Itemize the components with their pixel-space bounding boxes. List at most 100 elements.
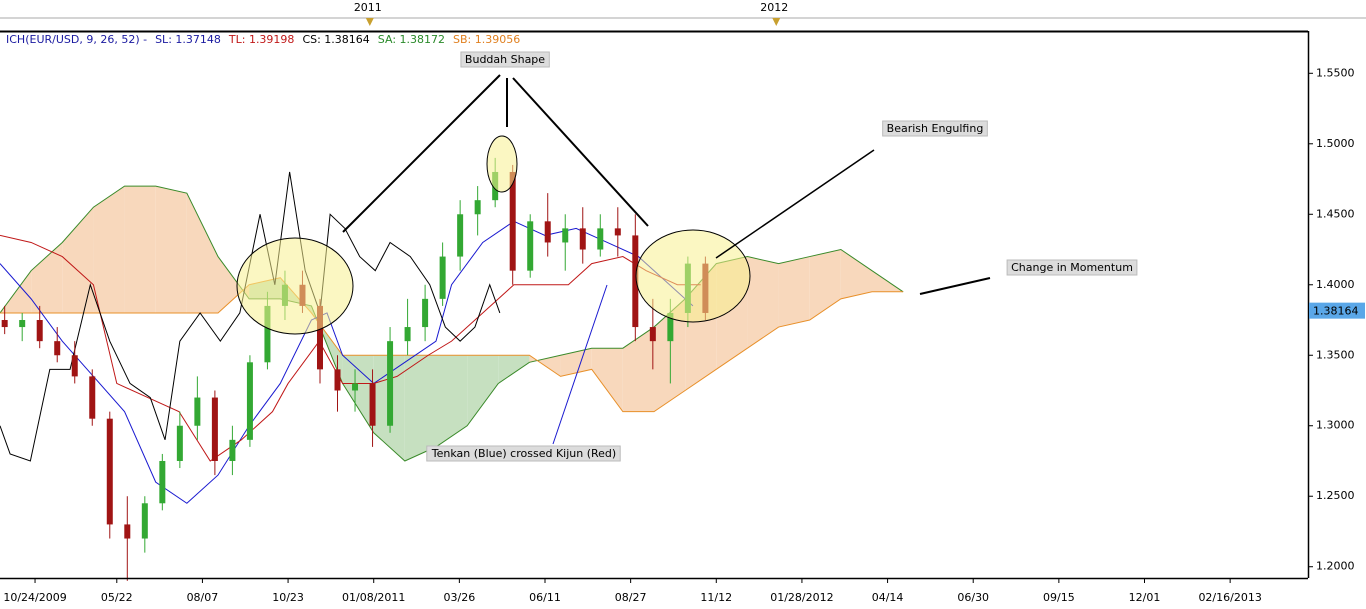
cloud-fill (467, 355, 499, 426)
year-label: 2012 (760, 1, 788, 14)
cloud-fill (93, 186, 125, 313)
candle-body (527, 221, 534, 271)
candle-body (19, 320, 26, 328)
cloud-fill (404, 355, 436, 461)
cloud-fill (124, 186, 156, 313)
candle-body (474, 200, 481, 215)
annotation-line (919, 277, 991, 295)
x-tick-label: 08/27 (615, 591, 647, 604)
x-tick-label: 12/01 (1129, 591, 1161, 604)
indicator-line (0, 220, 694, 504)
candle-body (544, 221, 551, 243)
y-tick-label: 1.5500 (1316, 66, 1355, 79)
cloud-fill (591, 348, 623, 412)
indicator-line (0, 234, 701, 462)
last-price-box (1309, 302, 1365, 319)
candle-body (352, 383, 359, 391)
candle-body (369, 383, 376, 426)
senkou-b-line (0, 277, 904, 413)
annotation-line (342, 74, 501, 233)
candle-body (667, 312, 674, 342)
candle-body (141, 503, 148, 539)
cloud-fill (218, 256, 250, 313)
cloud-fill (186, 193, 218, 313)
candle-body (194, 397, 201, 426)
x-tick-label: 03/26 (444, 591, 476, 604)
candle-body (229, 439, 236, 461)
candle-body (106, 418, 113, 525)
y-tick-label: 1.4000 (1316, 278, 1355, 291)
cloud-fill (498, 355, 530, 384)
candle-body (457, 214, 464, 257)
senkou-a-line (0, 185, 904, 462)
legend-entry: ICH(EUR/USD, 9, 26, 52) - (6, 33, 147, 46)
x-tick-label: 10/23 (272, 591, 304, 604)
x-tick-label: 09/15 (1043, 591, 1075, 604)
y-tick-label: 1.2000 (1316, 560, 1355, 573)
candle-body (36, 320, 43, 342)
candle-body (246, 362, 253, 440)
x-tick-label: 05/22 (101, 591, 133, 604)
candle-body (334, 369, 341, 391)
annotation-line (715, 149, 875, 259)
candle-body (579, 228, 586, 250)
legend-entry: SB: 1.39056 (453, 33, 520, 46)
candle-body (159, 460, 166, 504)
candle-body (89, 376, 96, 419)
annotation-box (460, 51, 550, 68)
legend-entry: SA: 1.38172 (378, 33, 445, 46)
annotation-box (426, 445, 621, 462)
candle-body (176, 425, 183, 461)
y-tick-label: 1.3000 (1316, 419, 1355, 432)
cloud-fill (654, 298, 686, 412)
annotation-line (552, 284, 608, 445)
legend: ICH(EUR/USD, 9, 26, 52) - SL: 1.37148 TL: … (6, 33, 520, 46)
candle-body (1, 320, 8, 328)
x-tick-label: 11/12 (700, 591, 732, 604)
legend-entry: CS: 1.38164 (302, 33, 369, 46)
candle-body (404, 327, 411, 342)
year-marker (772, 18, 781, 26)
annotation-label: Change in Momentum (1011, 261, 1133, 274)
x-tick-label: 08/07 (187, 591, 219, 604)
candle-body (264, 305, 271, 363)
annotation-box (1006, 259, 1138, 276)
year-label: 2011 (354, 1, 382, 14)
annotation-box (882, 120, 988, 137)
x-tick-label: 01/28/2012 (770, 591, 833, 604)
candle-body (71, 355, 78, 377)
cloud-fill (778, 256, 810, 328)
y-tick-label: 1.5000 (1316, 137, 1355, 150)
annotation-label: Bearish Engulfing (887, 122, 984, 135)
candle-body (562, 228, 569, 243)
candle-body (439, 256, 446, 299)
y-tick-label: 1.2500 (1316, 489, 1355, 502)
annotation-label: Buddah Shape (465, 53, 545, 66)
cloud-fill (560, 348, 592, 377)
y-tick-label: 1.3500 (1316, 348, 1355, 361)
candle-body (597, 228, 604, 250)
cloud-fill (809, 249, 841, 321)
last-price-label: 1.38164 (1313, 305, 1359, 318)
legend-entry: SL: 1.37148 (155, 33, 221, 46)
legend-entry: TL: 1.39198 (228, 33, 295, 46)
candle-body (632, 235, 639, 328)
cloud-layer (0, 185, 904, 462)
candle-body (422, 298, 429, 328)
year-marker (365, 18, 374, 26)
annotation-line (512, 77, 649, 227)
annotation-label: Tenkan (Blue) crossed Kijun (Red) (431, 447, 616, 460)
candle-body (54, 341, 61, 356)
highlight-ellipse (236, 237, 354, 335)
candle-body (316, 305, 323, 370)
annotation-layer: Buddah Shape Bearish Engulfing Change in M… (236, 51, 1138, 462)
candle-body (614, 228, 621, 236)
highlight-ellipse (486, 135, 518, 193)
candle-body (649, 327, 656, 342)
candle-body (387, 341, 394, 426)
candle-body (211, 397, 218, 461)
y-tick-label: 1.4500 (1316, 207, 1355, 220)
highlight-ellipse (635, 229, 751, 323)
